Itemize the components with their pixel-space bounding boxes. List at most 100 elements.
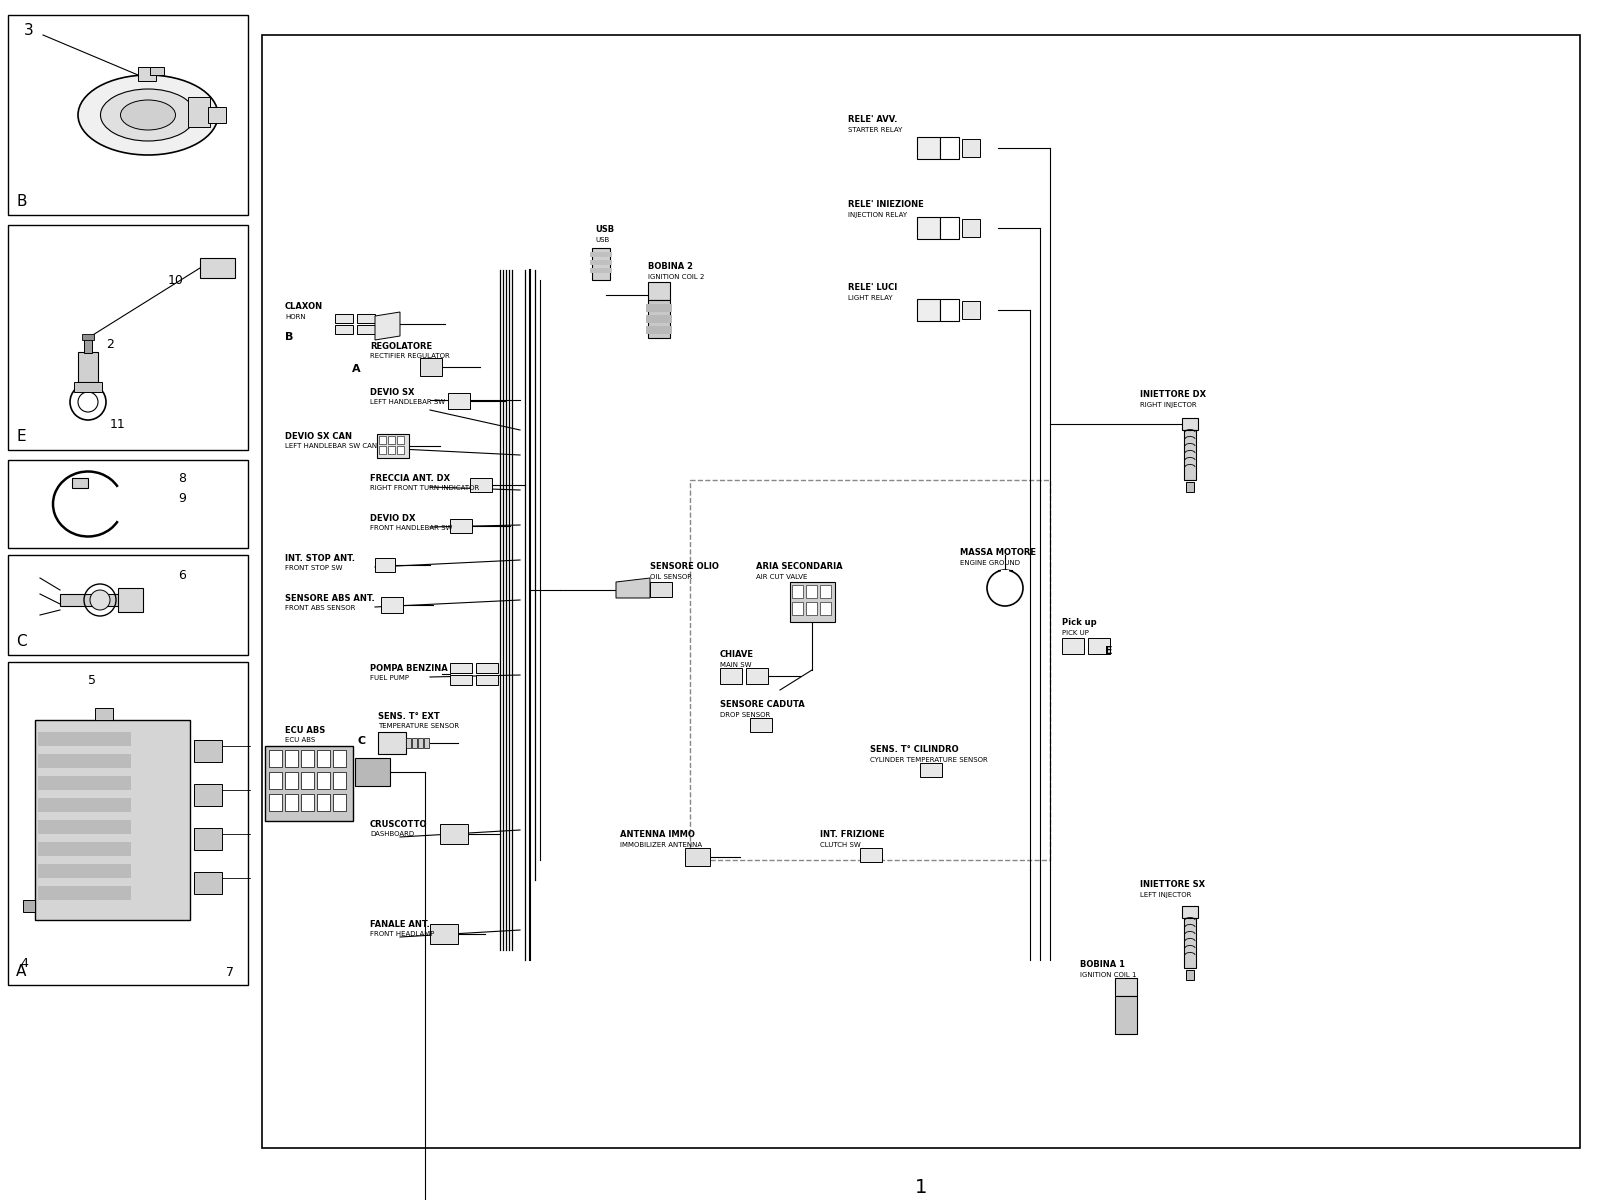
Text: HORN: HORN xyxy=(285,314,306,320)
Text: A: A xyxy=(16,964,26,979)
Bar xyxy=(38,776,131,790)
Bar xyxy=(646,326,672,334)
Bar xyxy=(440,824,467,844)
Text: DEVIO DX: DEVIO DX xyxy=(370,514,416,523)
Text: CRUSCOTTO: CRUSCOTTO xyxy=(370,820,427,829)
Bar xyxy=(285,772,298,790)
Bar xyxy=(285,750,298,767)
Bar xyxy=(334,325,354,334)
Bar xyxy=(61,594,141,606)
Text: IGNITION COIL 1: IGNITION COIL 1 xyxy=(1080,972,1136,978)
Text: PartsRepublik: PartsRepublik xyxy=(667,701,973,739)
Text: 2: 2 xyxy=(106,338,114,350)
Bar xyxy=(381,596,403,613)
Bar xyxy=(592,248,610,280)
Bar xyxy=(1002,570,1010,588)
Text: RIGHT INJECTOR: RIGHT INJECTOR xyxy=(1139,402,1197,408)
Bar xyxy=(590,252,611,257)
Text: REGOLATORE: REGOLATORE xyxy=(370,342,432,350)
Text: RIGHT FRONT TURN INDICATOR: RIGHT FRONT TURN INDICATOR xyxy=(370,485,480,491)
Text: RELE' INIEZIONE: RELE' INIEZIONE xyxy=(848,200,923,209)
Text: E: E xyxy=(1106,646,1112,656)
Text: LIGHT RELAY: LIGHT RELAY xyxy=(848,295,893,301)
Text: BOBINA 1: BOBINA 1 xyxy=(1080,960,1125,970)
Text: CHIAVE: CHIAVE xyxy=(720,650,754,659)
Bar xyxy=(355,758,390,786)
Bar xyxy=(301,772,314,790)
Bar xyxy=(379,446,386,454)
Bar xyxy=(387,446,395,454)
Bar xyxy=(450,518,472,533)
Bar xyxy=(8,460,248,548)
Bar xyxy=(1115,978,1138,996)
Bar xyxy=(685,848,710,866)
Ellipse shape xyxy=(101,89,195,140)
Text: ANTENNA IMMO: ANTENNA IMMO xyxy=(621,830,694,839)
Bar xyxy=(806,602,818,614)
Bar xyxy=(82,334,94,340)
Text: DROP SENSOR: DROP SENSOR xyxy=(720,712,770,718)
Text: ECU ABS: ECU ABS xyxy=(285,737,315,743)
Bar xyxy=(78,352,98,382)
Bar xyxy=(8,554,248,655)
Bar xyxy=(35,720,190,920)
Bar xyxy=(8,662,248,985)
Text: POMPA BENZINA: POMPA BENZINA xyxy=(370,664,448,673)
Bar xyxy=(962,218,979,236)
Text: SENSORE ABS ANT.: SENSORE ABS ANT. xyxy=(285,594,374,602)
Bar xyxy=(38,886,131,900)
Bar xyxy=(38,754,131,768)
Text: INJECTION RELAY: INJECTION RELAY xyxy=(848,212,907,218)
Bar xyxy=(861,848,882,862)
Text: ARIA SECONDARIA: ARIA SECONDARIA xyxy=(757,562,843,571)
Bar xyxy=(38,732,131,746)
Text: FRONT ABS SENSOR: FRONT ABS SENSOR xyxy=(285,605,355,611)
Bar xyxy=(397,446,403,454)
Text: CLUTCH SW: CLUTCH SW xyxy=(819,842,861,848)
Bar xyxy=(819,602,830,614)
Circle shape xyxy=(90,590,110,610)
Bar xyxy=(819,584,830,598)
Bar xyxy=(1115,996,1138,1034)
Bar xyxy=(208,107,226,122)
Bar xyxy=(690,480,1050,860)
Bar xyxy=(477,662,498,673)
Text: 1: 1 xyxy=(915,1178,926,1198)
Text: 3: 3 xyxy=(24,23,34,38)
Bar xyxy=(334,314,354,323)
Bar xyxy=(424,738,429,748)
Bar xyxy=(413,738,418,748)
Bar xyxy=(194,740,222,762)
Text: 6: 6 xyxy=(178,569,186,582)
Bar xyxy=(1186,970,1194,980)
Bar xyxy=(746,668,768,684)
Text: INIETTORE DX: INIETTORE DX xyxy=(1139,390,1206,398)
Text: FRONT STOP SW: FRONT STOP SW xyxy=(285,565,342,571)
Bar xyxy=(387,436,395,444)
Bar xyxy=(430,924,458,944)
Bar xyxy=(448,392,470,409)
Text: INT. STOP ANT.: INT. STOP ANT. xyxy=(285,554,355,563)
Text: FRECCIA ANT. DX: FRECCIA ANT. DX xyxy=(370,474,450,482)
Text: LEFT HANDLEBAR SW CAN: LEFT HANDLEBAR SW CAN xyxy=(285,443,378,449)
Bar xyxy=(94,708,114,720)
Text: C: C xyxy=(358,736,366,746)
Bar xyxy=(962,301,979,319)
Bar xyxy=(378,732,406,754)
Text: INT. FRIZIONE: INT. FRIZIONE xyxy=(819,830,885,839)
Bar xyxy=(269,772,282,790)
Text: LEFT INJECTOR: LEFT INJECTOR xyxy=(1139,892,1192,898)
Text: SENSORE CADUTA: SENSORE CADUTA xyxy=(720,700,805,709)
Text: A: A xyxy=(352,364,360,374)
Bar xyxy=(792,584,803,598)
Bar xyxy=(8,226,248,450)
Bar xyxy=(38,864,131,878)
Text: AIR CUT VALVE: AIR CUT VALVE xyxy=(757,574,808,580)
Bar xyxy=(920,763,942,778)
Bar xyxy=(317,750,330,767)
Text: FUEL PUMP: FUEL PUMP xyxy=(370,674,410,680)
Bar xyxy=(917,217,941,239)
Bar xyxy=(72,478,88,488)
Bar xyxy=(941,217,958,239)
Bar xyxy=(194,828,222,850)
